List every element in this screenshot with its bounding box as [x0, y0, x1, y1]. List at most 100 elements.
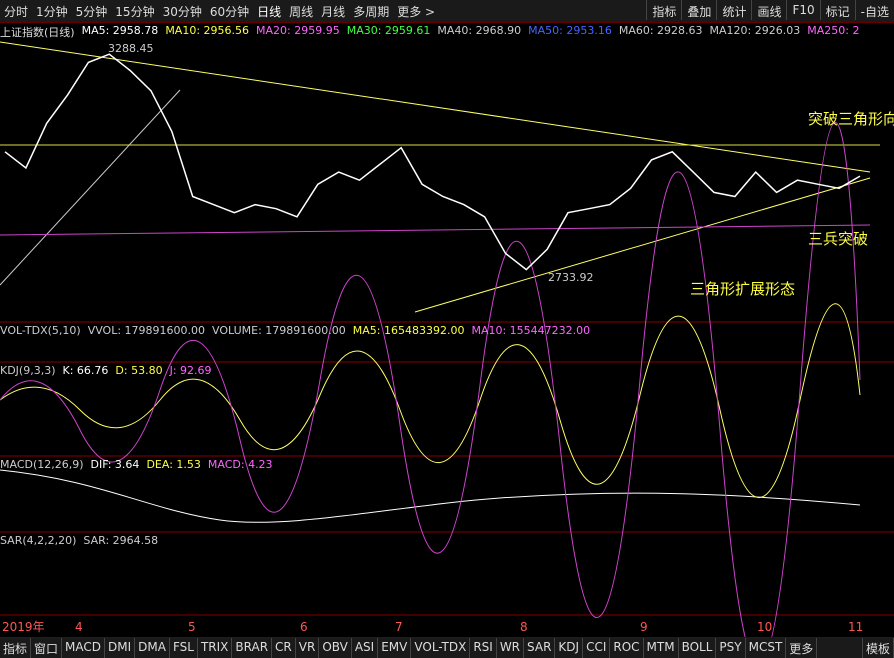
indicator-tab[interactable]: BOLL: [679, 638, 717, 658]
trend-line: [0, 41, 871, 173]
period-tab[interactable]: 月线: [321, 5, 346, 19]
period-tab[interactable]: 30分钟: [162, 5, 202, 19]
indicator-value: J: 92.69: [169, 364, 212, 377]
pattern-label: 三角形扩展形态: [690, 280, 795, 298]
ma-line: [0, 224, 871, 236]
kdj-line: [0, 303, 861, 498]
kdj-header: KDJ(9,3,3) K: 66.76 D: 53.80 J: 92.69: [0, 364, 219, 377]
sar-header: SAR(4,2,2,20) SAR: 2964.58: [0, 534, 165, 547]
indicator-value: KDJ(9,3,3): [0, 364, 56, 377]
indicator-tab[interactable]: 窗口: [31, 638, 63, 658]
price-line: [4, 53, 861, 271]
indicator-tab[interactable]: FSL: [170, 638, 198, 658]
indicator-value: MACD(12,26,9): [0, 458, 84, 471]
ma-value: MA250: 2: [807, 24, 860, 37]
indicator-value: MA5: 165483392.00: [352, 324, 465, 337]
indicator-tab[interactable]: DMA: [135, 638, 170, 658]
price-header: 上证指数(日线) MA5: 2958.78 MA10: 2956.56 MA20: 2…: [0, 24, 866, 40]
indicator-tab[interactable]: MTM: [644, 638, 679, 658]
indicator-tab[interactable]: CR: [272, 638, 296, 658]
indicator-tab[interactable]: 模板: [861, 638, 894, 658]
indicator-value: VOL-TDX(5,10): [0, 324, 81, 337]
period-tab[interactable]: 5分钟: [75, 5, 108, 19]
indicator-tab[interactable]: DMI: [105, 638, 136, 658]
trend-lines: [0, 41, 880, 313]
period-tab[interactable]: 更多 >: [397, 5, 436, 19]
ma-value: MA20: 2959.95: [256, 24, 340, 37]
indicator-tab[interactable]: 更多: [786, 638, 818, 658]
tool-button[interactable]: 统计: [716, 0, 751, 20]
ma-value: MA50: 2953.16: [528, 24, 612, 37]
indicator-value: VOLUME: 179891600.00: [212, 324, 346, 337]
indicator-tab[interactable]: EMV: [378, 638, 412, 658]
tool-button[interactable]: 叠加: [681, 0, 716, 20]
volume-header: VOL-TDX(5,10) VVOL: 179891600.00 VOLUME: 1…: [0, 324, 597, 337]
date-label: 8: [520, 620, 528, 634]
indicator-tab[interactable]: ROC: [610, 638, 644, 658]
macd-line: [0, 469, 861, 523]
date-label: 7: [395, 620, 403, 634]
date-label: 6: [300, 620, 308, 634]
date-label: 5: [188, 620, 196, 634]
date-label: 4: [75, 620, 83, 634]
period-tab[interactable]: 日线: [257, 5, 282, 19]
indicator-value: D: 53.80: [115, 364, 163, 377]
ma-value: MA60: 2928.63: [618, 24, 703, 37]
indicator-tab[interactable]: 指标: [0, 638, 32, 658]
indicator-tab[interactable]: MCST: [746, 638, 787, 658]
indicator-tab[interactable]: VOL-TDX: [411, 638, 471, 658]
indicator-value: DIF: 3.64: [90, 458, 140, 471]
indicator-tab[interactable]: TRIX: [198, 638, 233, 658]
indicator-tab[interactable]: RSI: [470, 638, 497, 658]
indicator-tab[interactable]: MACD: [62, 638, 106, 658]
period-tab[interactable]: 周线: [289, 5, 314, 19]
soldiers-label: 三兵突破: [808, 230, 868, 248]
period-tab[interactable]: 多周期: [353, 5, 390, 19]
indicator-value: DEA: 1.53: [146, 458, 201, 471]
period-tab[interactable]: 分时: [4, 5, 29, 19]
panel-borders: [0, 321, 894, 616]
period-tab[interactable]: 15分钟: [115, 5, 155, 19]
indicator-tabs: 指标 窗口 MACD DMI DMA FSL TRIX BRAR CR VR OBV ASI EMV VO…: [0, 637, 894, 658]
indicator-value: SAR(4,2,2,20): [0, 534, 77, 547]
toolbar: 分时 1分钟 5分钟 15分钟 30分钟 60分钟 日线 周线 月线 多周期 更多 > 指标 叠加 统计画…: [0, 0, 894, 23]
indicator-tab[interactable]: WR: [497, 638, 525, 658]
ma-value: MA10: 2956.56: [165, 24, 250, 37]
index-name: 上证指数(日线): [0, 26, 75, 39]
period-tab[interactable]: 60分钟: [209, 5, 250, 19]
high-label: 3288.45: [108, 42, 154, 55]
trend-line: [414, 177, 871, 313]
ma-value: MA40: 2968.90: [437, 24, 522, 37]
tool-button[interactable]: 标记: [819, 0, 855, 20]
macd-header: MACD(12,26,9) DIF: 3.64 DEA: 1.53 MACD: 4.2…: [0, 458, 280, 471]
indicator-tab[interactable]: SAR: [524, 638, 556, 658]
low-label: 2733.92: [548, 271, 594, 284]
tool-button[interactable]: F10: [786, 0, 819, 20]
indicator-tab[interactable]: OBV: [319, 638, 352, 658]
kdj-line: [0, 122, 861, 658]
indicator-tab[interactable]: VR: [296, 638, 320, 658]
breakout-label: 突破三角形向上: [808, 110, 894, 128]
ma-value: MA5: 2958.78: [81, 24, 159, 37]
indicator-value: SAR: 2964.58: [83, 534, 159, 547]
date-label: 11: [848, 620, 863, 634]
period-tab[interactable]: 1分钟: [36, 5, 68, 19]
tool-button[interactable]: 指标: [646, 0, 681, 20]
date-label: 10: [757, 620, 772, 634]
ma-value: MA120: 2926.03: [709, 24, 801, 37]
indicator-value: MA10: 155447232.00: [471, 324, 591, 337]
indicator-tab[interactable]: BRAR: [232, 638, 273, 658]
indicator-tab[interactable]: CCI: [583, 638, 611, 658]
indicator-value: K: 66.76: [62, 364, 109, 377]
tool-button[interactable]: -自选: [854, 0, 894, 20]
indicator-tab[interactable]: PSY: [716, 638, 746, 658]
tool-button[interactable]: 画线: [751, 0, 786, 20]
trend-line: [0, 89, 181, 286]
indicator-value: VVOL: 179891600.00: [87, 324, 206, 337]
date-label: 9: [640, 620, 648, 634]
indicator-tab[interactable]: KDJ: [555, 638, 584, 658]
indicator-tab[interactable]: ASI: [352, 638, 379, 658]
tools: 指标 叠加 统计 画线 F10 标记 -自选: [646, 0, 894, 20]
